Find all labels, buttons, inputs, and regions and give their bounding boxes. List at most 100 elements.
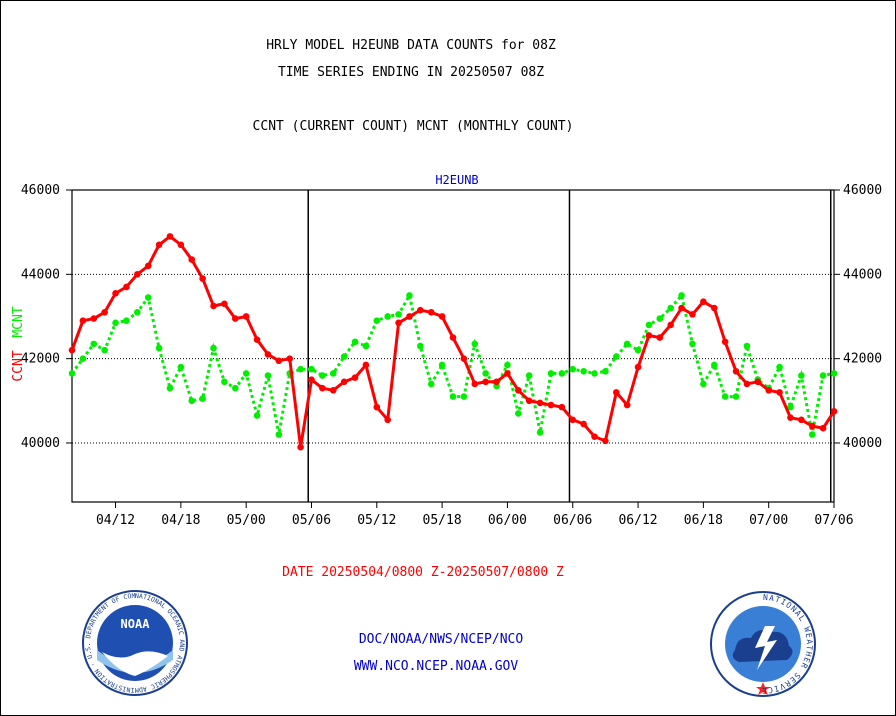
- data-point-mcnt: [101, 346, 108, 354]
- y-tick-label-left: 44000: [21, 267, 60, 282]
- y-tick-label-right: 44000: [843, 267, 882, 282]
- data-point-ccnt: [253, 336, 261, 343]
- data-point-ccnt: [591, 433, 598, 440]
- data-point-mcnt: [525, 372, 533, 379]
- data-point-ccnt: [580, 420, 587, 428]
- data-point-mcnt: [819, 372, 827, 379]
- data-point-ccnt: [384, 416, 391, 424]
- data-point-mcnt: [776, 363, 783, 371]
- data-point-ccnt: [482, 378, 489, 386]
- data-point-ccnt: [319, 384, 326, 392]
- data-point-mcnt: [482, 370, 489, 377]
- data-point-mcnt: [90, 340, 98, 348]
- data-point-mcnt: [504, 361, 511, 369]
- data-point-ccnt: [308, 376, 315, 384]
- data-point-mcnt: [602, 367, 609, 375]
- x-tick-label: 06/00: [488, 513, 527, 528]
- data-point-ccnt: [155, 241, 163, 249]
- data-point-ccnt: [68, 346, 76, 354]
- data-point-ccnt: [678, 304, 685, 312]
- data-point-mcnt: [210, 344, 217, 352]
- data-point-ccnt: [221, 300, 228, 308]
- data-point-ccnt: [90, 315, 98, 322]
- data-point-ccnt: [569, 416, 577, 424]
- data-point-mcnt: [732, 393, 740, 400]
- date-range-label: DATE 20250504/0800 Z-20250507/0800 Z: [282, 565, 564, 580]
- data-point-ccnt: [362, 361, 370, 369]
- plot-title: H2EUNB: [435, 173, 478, 187]
- data-point-mcnt: [329, 370, 337, 377]
- series-line-ccnt: [70, 234, 836, 448]
- data-point-mcnt: [231, 384, 239, 392]
- data-point-ccnt: [819, 424, 827, 432]
- data-point-ccnt: [275, 357, 283, 365]
- data-point-mcnt: [199, 395, 206, 403]
- nws-logo: NATIONAL WEATHER SERVICE: [710, 591, 816, 697]
- data-point-mcnt: [710, 361, 718, 369]
- data-point-mcnt: [623, 340, 631, 348]
- data-point-mcnt: [569, 365, 577, 373]
- data-point-mcnt: [580, 367, 587, 375]
- data-point-ccnt: [787, 414, 794, 421]
- data-point-mcnt: [460, 393, 468, 400]
- data-point-ccnt: [101, 308, 108, 316]
- x-tick-label: 04/12: [96, 513, 135, 528]
- data-point-mcnt: [449, 393, 457, 400]
- data-point-mcnt: [406, 292, 413, 299]
- data-point-mcnt: [689, 340, 696, 348]
- y-axis-label-ccnt: CCNT: [11, 350, 26, 381]
- data-point-ccnt: [373, 403, 381, 411]
- noaa-logo-text: NOAA: [121, 617, 151, 631]
- noaa-logo: NOAA NATIONAL OCEANIC AND ATMOSPHERIC AD…: [80, 590, 188, 696]
- data-point-mcnt: [591, 370, 598, 377]
- data-point-ccnt: [351, 374, 359, 381]
- series-line-mcnt: [70, 291, 835, 435]
- data-point-ccnt: [667, 321, 675, 329]
- x-tick-label: 05/12: [357, 513, 396, 528]
- data-point-ccnt: [79, 317, 87, 325]
- data-point-ccnt: [112, 289, 119, 297]
- data-point-mcnt: [558, 370, 566, 377]
- data-point-mcnt: [177, 363, 185, 371]
- data-point-ccnt: [395, 319, 402, 327]
- data-point-mcnt: [612, 353, 620, 360]
- data-point-ccnt: [166, 233, 174, 240]
- data-point-ccnt: [689, 311, 696, 318]
- y-tick-label-right: 42000: [843, 352, 882, 367]
- data-point-ccnt: [798, 416, 805, 424]
- data-point-mcnt: [743, 342, 751, 350]
- data-point-mcnt: [808, 431, 816, 438]
- data-point-mcnt: [308, 365, 315, 373]
- data-point-mcnt: [79, 355, 87, 362]
- x-tick-label: 05/00: [227, 513, 266, 528]
- data-point-mcnt: [678, 292, 685, 299]
- data-point-ccnt: [460, 355, 468, 362]
- data-point-ccnt: [340, 378, 348, 386]
- data-point-mcnt: [471, 340, 479, 348]
- data-point-ccnt: [808, 422, 816, 430]
- data-point-mcnt: [798, 372, 805, 379]
- y-axis-label-mcnt: MCNT: [11, 306, 26, 337]
- chart-subtitle: CCNT (CURRENT COUNT) MCNT (MONTHLY COUNT…: [252, 119, 574, 134]
- x-tick-label: 05/06: [292, 513, 331, 528]
- data-point-mcnt: [395, 311, 402, 318]
- data-point-mcnt: [830, 370, 838, 377]
- data-point-mcnt: [787, 403, 794, 411]
- footer-url-link[interactable]: WWW.NCO.NCEP.NOAA.GOV: [353, 659, 519, 674]
- data-point-mcnt: [645, 321, 653, 329]
- data-point-ccnt: [123, 283, 130, 291]
- data-point-mcnt: [427, 380, 435, 388]
- footer-org-link[interactable]: DOC/NOAA/NWS/NCEP/NCO: [358, 632, 524, 647]
- data-point-ccnt: [449, 334, 457, 341]
- data-point-ccnt: [776, 389, 783, 396]
- data-point-ccnt: [754, 378, 762, 386]
- data-point-mcnt: [242, 370, 250, 377]
- data-point-ccnt: [199, 275, 206, 282]
- data-point-mcnt: [166, 384, 174, 392]
- y-tick-label-left: 42000: [21, 352, 60, 367]
- data-point-mcnt: [438, 361, 446, 369]
- data-point-ccnt: [471, 380, 479, 388]
- data-point-mcnt: [221, 378, 228, 386]
- data-point-mcnt: [384, 313, 391, 320]
- data-point-mcnt: [188, 397, 196, 405]
